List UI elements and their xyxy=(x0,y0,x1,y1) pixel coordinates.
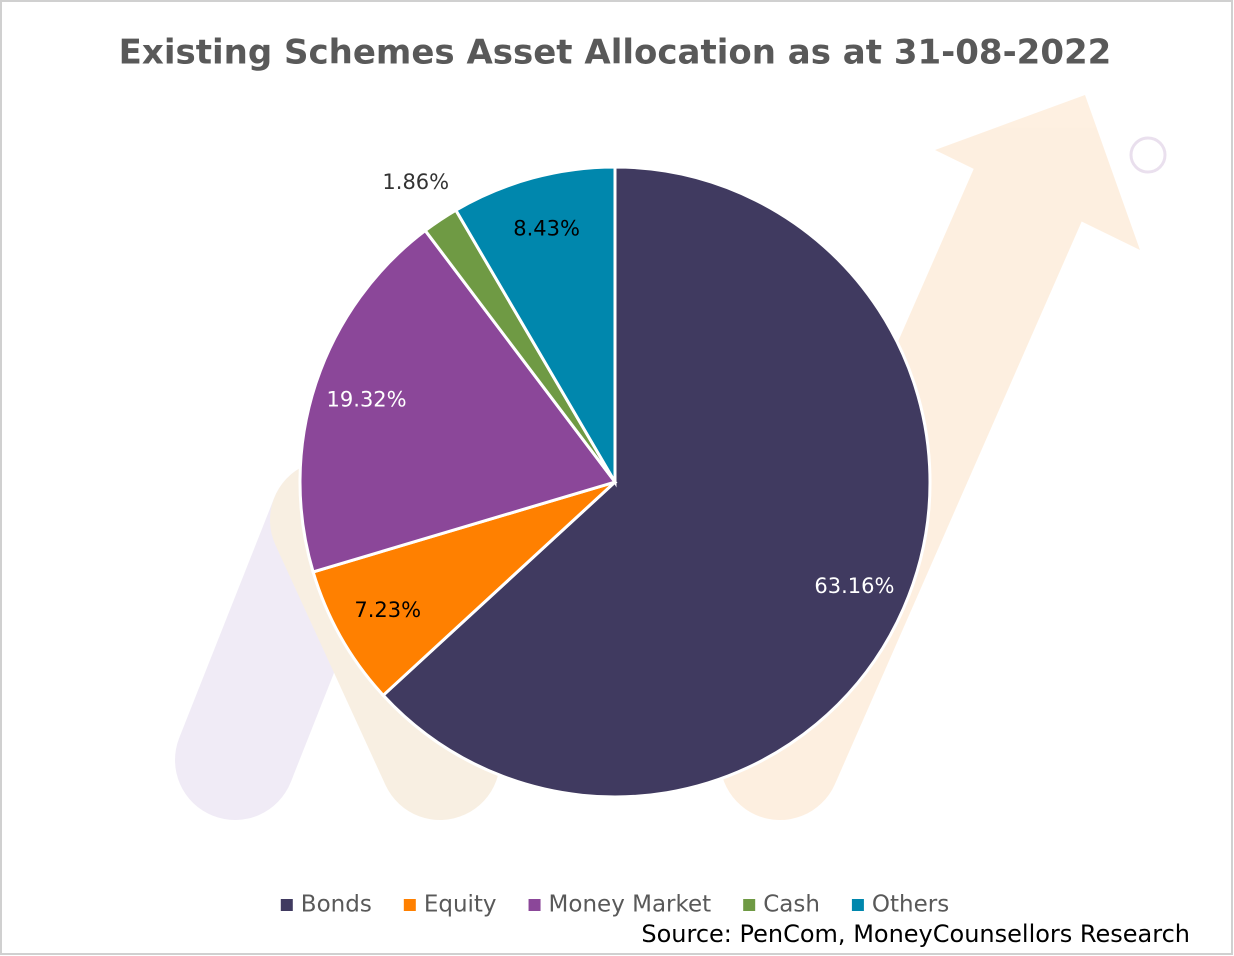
legend-swatch xyxy=(528,899,541,911)
pie-slice xyxy=(298,228,618,574)
legend-swatch xyxy=(403,899,416,911)
source-note: Source: PenCom, MoneyCounsellors Researc… xyxy=(641,920,1190,948)
chart-title: Existing Schemes Asset Allocation as at … xyxy=(119,33,1112,73)
data-label: 19.32% xyxy=(327,387,407,411)
legend-swatch xyxy=(280,899,293,911)
data-label: 1.86% xyxy=(382,170,449,194)
pie: 63.16% 7.23% 19.32% 1.86% 8.43% xyxy=(298,165,932,799)
legend-label: Bonds xyxy=(301,892,372,918)
data-label: 8.43% xyxy=(513,217,580,241)
legend: Bonds Equity Money Market Cash Others xyxy=(280,892,949,918)
legend-swatch xyxy=(743,899,756,911)
data-label: 63.16% xyxy=(814,574,894,598)
legend-label: Equity xyxy=(424,892,497,918)
legend-label: Cash xyxy=(763,892,820,918)
legend-label: Money Market xyxy=(549,892,712,918)
pie-slice xyxy=(453,165,617,488)
legend-swatch xyxy=(851,899,864,911)
pie-slice xyxy=(311,480,617,698)
pie-slice xyxy=(381,165,932,799)
data-label: 7.23% xyxy=(354,598,421,622)
legend-label: Others xyxy=(872,892,949,918)
